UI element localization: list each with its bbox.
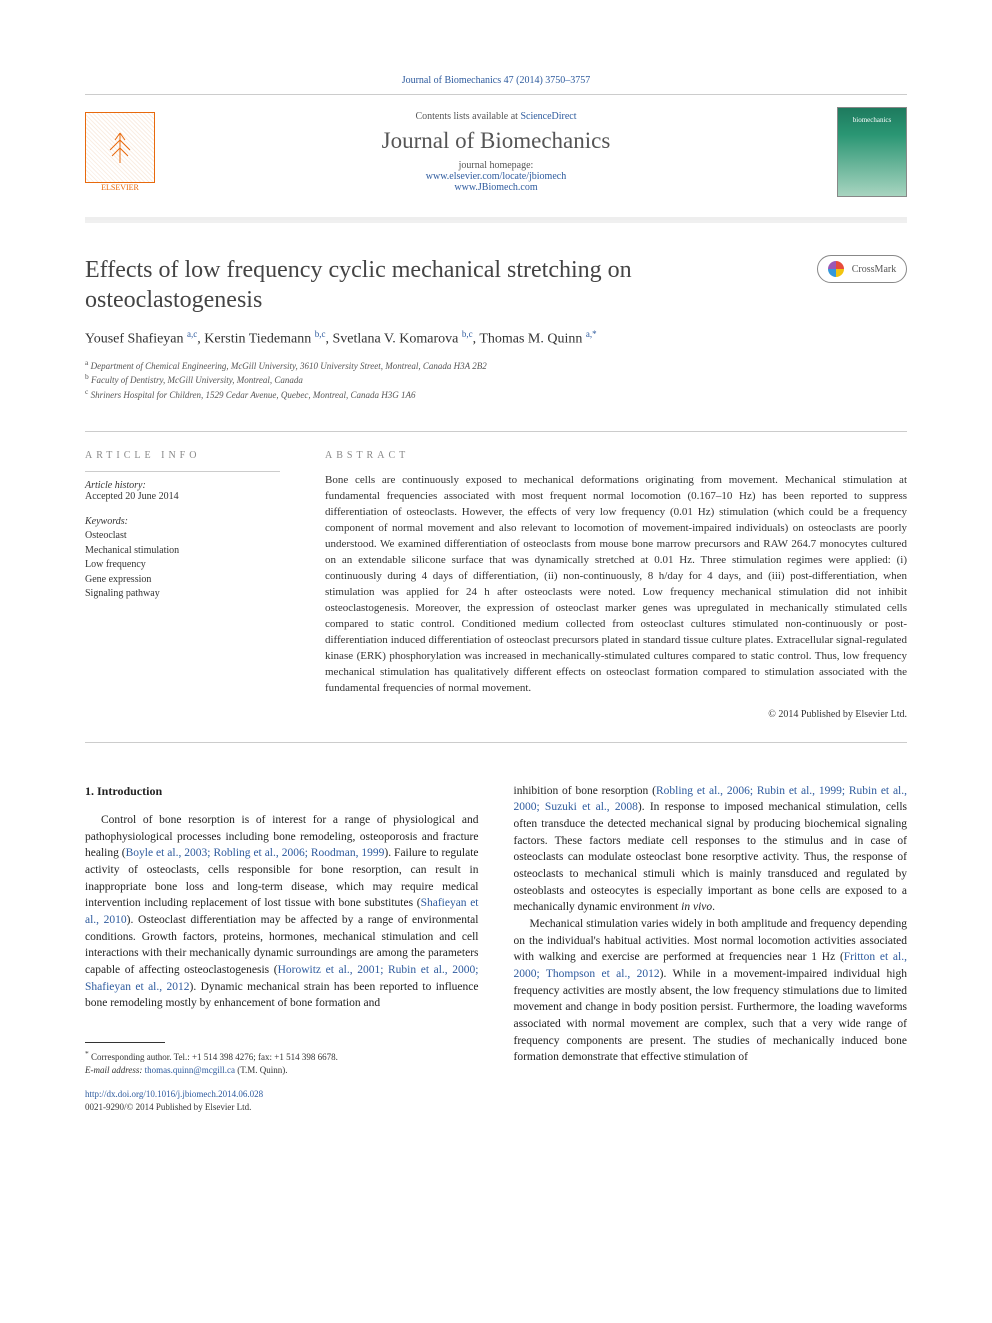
- keyword: Mechanical stimulation: [85, 544, 280, 559]
- homepage-link-1[interactable]: www.elsevier.com/locate/jbiomech: [155, 171, 837, 182]
- left-column: 1. Introduction Control of bone resorpti…: [85, 783, 479, 1115]
- article-title: Effects of low frequency cyclic mechanic…: [85, 255, 785, 315]
- cover-label: biomechanics: [853, 116, 892, 124]
- elsevier-tree-icon: [85, 112, 155, 183]
- keyword: Osteoclast: [85, 529, 280, 544]
- page-container: Journal of Biomechanics 47 (2014) 3750–3…: [0, 0, 992, 1164]
- issn-copyright: 0021-9290/© 2014 Published by Elsevier L…: [85, 1102, 251, 1112]
- accepted-date: Accepted 20 June 2014: [85, 491, 280, 502]
- email-label: E-mail address:: [85, 1065, 145, 1075]
- author-1-aff[interactable]: a,c: [187, 329, 197, 339]
- author-4: , Thomas M. Quinn: [473, 332, 586, 347]
- author-3-aff[interactable]: b,c: [462, 329, 473, 339]
- article-info-column: article info Article history: Accepted 2…: [85, 450, 280, 719]
- abstract-heading: abstract: [325, 450, 907, 461]
- section-1-heading: 1. Introduction: [85, 783, 479, 800]
- authors-line: Yousef Shafieyan a,c, Kerstin Tiedemann …: [85, 329, 907, 348]
- right-column: inhibition of bone resorption (Robling e…: [514, 783, 908, 1115]
- article-history: Article history: Accepted 20 June 2014: [85, 471, 280, 502]
- affiliation-a: a Department of Chemical Engineering, Mc…: [85, 358, 907, 373]
- abstract-copyright: © 2014 Published by Elsevier Ltd.: [325, 709, 907, 720]
- history-label: Article history:: [85, 480, 280, 491]
- abstract-column: abstract Bone cells are continuously exp…: [325, 450, 907, 719]
- doi-link[interactable]: http://dx.doi.org/10.1016/j.jbiomech.201…: [85, 1089, 263, 1099]
- banner-center: Contents lists available at ScienceDirec…: [155, 111, 837, 193]
- author-2-aff[interactable]: b,c: [315, 329, 326, 339]
- author-3: , Svetlana V. Komarova: [325, 332, 461, 347]
- email-link[interactable]: thomas.quinn@mcgill.ca: [145, 1065, 235, 1075]
- intro-paragraph-2: Mechanical stimulation varies widely in …: [514, 916, 908, 1066]
- keywords-label: Keywords:: [85, 516, 280, 527]
- citation-link[interactable]: Journal of Biomechanics 47 (2014) 3750–3…: [402, 75, 591, 86]
- journal-cover-thumb: biomechanics: [837, 107, 907, 197]
- homepage-line: journal homepage: www.elsevier.com/locat…: [155, 160, 837, 193]
- corresponding-footnote: * Corresponding author. Tel.: +1 514 398…: [85, 1049, 479, 1076]
- homepage-link-2[interactable]: www.JBiomech.com: [155, 182, 837, 193]
- abstract-text: Bone cells are continuously exposed to m…: [325, 473, 907, 696]
- title-row: Effects of low frequency cyclic mechanic…: [85, 255, 907, 315]
- crossmark-label: CrossMark: [852, 264, 896, 275]
- author-1: Yousef Shafieyan: [85, 332, 187, 347]
- footer-doi-block: http://dx.doi.org/10.1016/j.jbiomech.201…: [85, 1088, 479, 1114]
- author-2: , Kerstin Tiedemann: [197, 332, 314, 347]
- info-abstract-row: article info Article history: Accepted 2…: [85, 431, 907, 742]
- keyword: Gene expression: [85, 573, 280, 588]
- body-columns: 1. Introduction Control of bone resorpti…: [85, 783, 907, 1115]
- affiliation-b: b Faculty of Dentistry, McGill Universit…: [85, 372, 907, 387]
- elsevier-logo: ELSEVIER: [85, 112, 155, 192]
- article-info-heading: article info: [85, 450, 280, 461]
- corresponding-star[interactable]: *: [592, 329, 597, 339]
- intro-paragraph-1: Control of bone resorption is of interes…: [85, 812, 479, 1012]
- ref-link[interactable]: Boyle et al., 2003; Robling et al., 2006…: [126, 847, 385, 859]
- italic-invivo: in vivo: [681, 901, 712, 913]
- keyword: Low frequency: [85, 558, 280, 573]
- sciencedirect-link[interactable]: ScienceDirect: [520, 111, 576, 122]
- journal-banner: ELSEVIER Contents lists available at Sci…: [85, 94, 907, 220]
- intro-paragraph-1-cont: inhibition of bone resorption (Robling e…: [514, 783, 908, 916]
- affiliations: a Department of Chemical Engineering, Mc…: [85, 358, 907, 402]
- footnote-star-icon: *: [85, 1049, 89, 1058]
- contents-line: Contents lists available at ScienceDirec…: [155, 111, 837, 122]
- crossmark-badge[interactable]: CrossMark: [817, 255, 907, 283]
- header-citation: Journal of Biomechanics 47 (2014) 3750–3…: [85, 75, 907, 86]
- elsevier-label: ELSEVIER: [85, 183, 155, 192]
- journal-name: Journal of Biomechanics: [155, 128, 837, 154]
- keyword: Signaling pathway: [85, 587, 280, 602]
- affiliation-c: c Shriners Hospital for Children, 1529 C…: [85, 387, 907, 402]
- footnote-separator: [85, 1042, 165, 1043]
